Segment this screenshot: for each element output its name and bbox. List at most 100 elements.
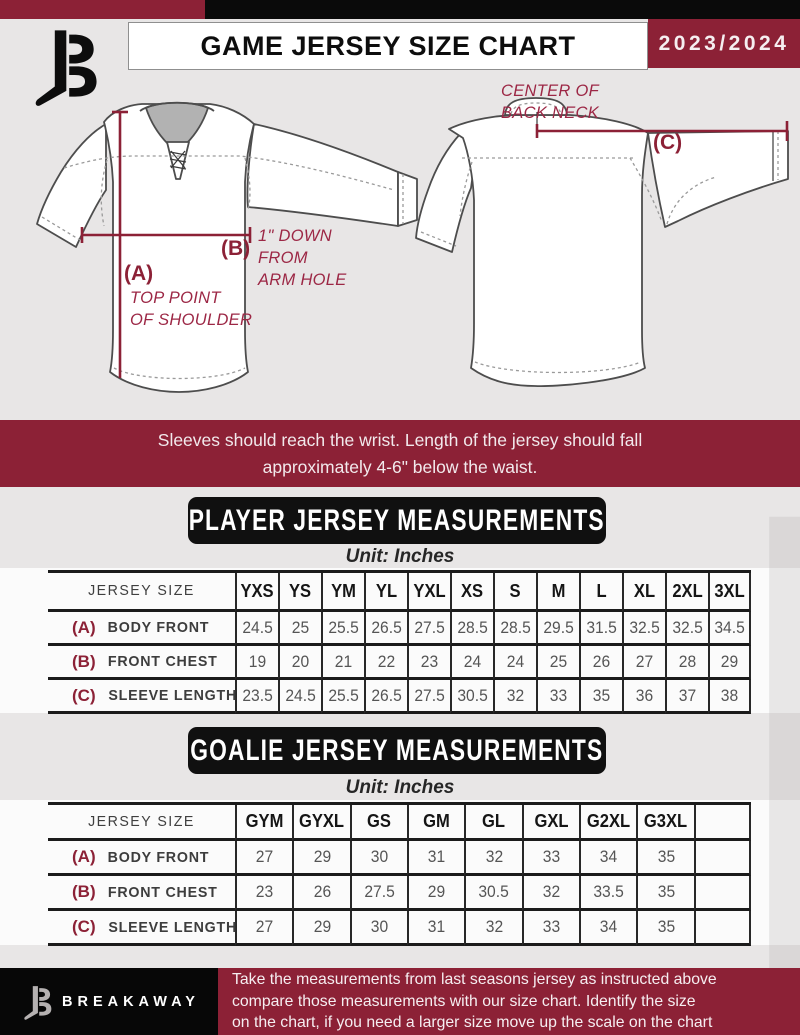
measurement-cell: 24.5 — [235, 612, 278, 646]
row-label: (B) FRONT CHEST — [48, 646, 235, 680]
measurement-cell: 28 — [665, 646, 708, 680]
measurement-cell: 26 — [292, 876, 350, 911]
size-column-header: M — [536, 573, 579, 612]
measurement-cell: 20 — [278, 646, 321, 680]
measurement-cell — [693, 911, 751, 946]
measurement-cell: 29 — [292, 841, 350, 876]
measurement-cell — [693, 876, 751, 911]
size-column-header: YM — [321, 573, 364, 612]
size-column-header: S — [493, 573, 536, 612]
measurement-cell: 37 — [665, 680, 708, 714]
size-column-header: YXS — [235, 573, 278, 612]
measurement-cell: 33 — [521, 911, 579, 946]
measurement-cell: 36 — [622, 680, 665, 714]
goalie-measurements-table: JERSEY SIZE GYM GYXL GS GM GL GXL G2XL G3XL (A) BO… — [48, 802, 751, 946]
size-column-header: G2XL — [578, 805, 637, 841]
player-measurements-table: JERSEY SIZE YXS YS YM YL YXL XS S M L XL 2XL 3XL (A) B… — [48, 570, 751, 714]
measurement-cell: 23 — [235, 876, 293, 911]
note-a: TOP POINT OF SHOULDER — [130, 289, 253, 329]
goalie-section-title: GOALIE JERSEY MEASUREMENTS — [190, 733, 604, 767]
row-label: (C) SLEEVE LENGTH — [48, 911, 236, 946]
measurement-cell: 31 — [406, 911, 465, 946]
measurement-cell: 34.5 — [708, 612, 751, 646]
size-column-header: 3XL — [708, 573, 751, 612]
back-left-sleeve — [415, 132, 475, 253]
measurement-cell: 25 — [278, 612, 321, 646]
size-column-header: 2XL — [665, 573, 708, 612]
measurement-cell: 24 — [450, 646, 493, 680]
title-bar: GAME JERSEY SIZE CHART — [128, 22, 648, 70]
measurement-cell: 29 — [708, 646, 751, 680]
size-column-header: YXL — [407, 573, 450, 612]
size-column-header: GM — [406, 805, 465, 841]
jersey-size-header: JERSEY SIZE — [48, 573, 235, 612]
measurement-cell: 34 — [578, 911, 637, 946]
measurement-cell: 30.5 — [450, 680, 493, 714]
front-collar-band — [139, 101, 215, 112]
measurement-cell: 27 — [235, 911, 293, 946]
player-section-title: PLAYER JERSEY MEASUREMENTS — [188, 503, 606, 537]
goalie-unit-label: Unit: Inches — [345, 777, 455, 798]
measurement-cell: 35 — [636, 876, 694, 911]
measurement-cell: 28.5 — [450, 612, 493, 646]
measurement-cell: 33 — [536, 680, 579, 714]
measurement-cell: 26.5 — [364, 680, 407, 714]
measurement-cell: 32 — [464, 911, 522, 946]
measurement-cell: 21 — [321, 646, 364, 680]
measurement-cell: 27 — [235, 841, 293, 876]
size-column-header: L — [579, 573, 622, 612]
measurement-cell: 27 — [622, 646, 665, 680]
measurement-cell: 31 — [406, 841, 465, 876]
breakaway-logo-icon — [26, 24, 98, 108]
size-column-header: GS — [349, 805, 407, 841]
footer-brand-block: BREAKAWAY — [0, 968, 218, 1035]
measurement-cell — [693, 841, 751, 876]
label-b: (B) — [221, 237, 251, 260]
size-column-header: GYXL — [292, 805, 350, 841]
row-label: (A) BODY FRONT — [48, 612, 235, 646]
size-column-header: YL — [364, 573, 407, 612]
front-collar-opening — [145, 101, 209, 150]
measurement-cell: 25.5 — [321, 680, 364, 714]
note-b: 1" DOWN FROM ARM HOLE — [258, 227, 347, 289]
size-column-header: G3XL — [636, 805, 694, 841]
measurement-cell: 33.5 — [578, 876, 637, 911]
note-c: CENTER OF BACK NECK — [501, 82, 600, 122]
measurement-cell: 29 — [406, 876, 465, 911]
measurement-cell: 26.5 — [364, 612, 407, 646]
measurement-cell: 32 — [521, 876, 579, 911]
measurement-cell: 35 — [636, 841, 694, 876]
player-unit-label: Unit: Inches — [345, 546, 455, 567]
top-accent-black — [205, 0, 800, 19]
row-label: (B) FRONT CHEST — [48, 876, 235, 911]
measurement-cell: 19 — [235, 646, 278, 680]
size-column-header: YS — [278, 573, 321, 612]
size-column-header: GL — [464, 805, 522, 841]
measurement-cell: 31.5 — [579, 612, 622, 646]
measurement-cell: 27.5 — [349, 876, 407, 911]
jersey-size-header: JERSEY SIZE — [48, 805, 235, 841]
label-c: (C) — [653, 131, 683, 154]
row-label: (A) BODY FRONT — [48, 841, 235, 876]
measurement-cell: 23.5 — [235, 680, 278, 714]
size-column-header: XL — [622, 573, 665, 612]
measurement-cell: 27.5 — [407, 612, 450, 646]
size-column-header: GYM — [235, 805, 293, 841]
front-left-sleeve — [36, 123, 107, 248]
front-right-cuff — [397, 171, 418, 227]
goalie-table-band — [0, 800, 800, 945]
measurement-cell: 32.5 — [622, 612, 665, 646]
measurement-cell: 29 — [292, 911, 350, 946]
size-column-header — [693, 805, 751, 841]
measurement-cell: 33 — [521, 841, 579, 876]
measurement-cell: 34 — [578, 841, 637, 876]
front-v-band — [166, 141, 190, 180]
back-torso — [448, 114, 649, 388]
season-label: 2023/2024 — [658, 31, 790, 55]
measurement-cell: 26 — [579, 646, 622, 680]
goalie-section-header: GOALIE JERSEY MEASUREMENTS — [188, 727, 606, 774]
measurement-cell: 32 — [464, 841, 522, 876]
measurement-cell: 30 — [349, 911, 407, 946]
measurement-cell: 38 — [708, 680, 751, 714]
